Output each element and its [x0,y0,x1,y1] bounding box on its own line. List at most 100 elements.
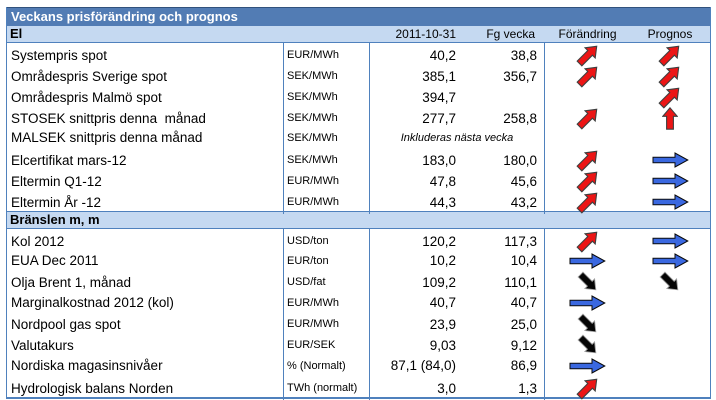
row-forecast-indicator [630,376,710,400]
row-label: Hydrologisk balans Norden [7,376,284,400]
column-header-forecast: Prognos [647,27,693,41]
row-change-indicator [545,271,630,293]
table-row: Olja Brent 1, månad USD/fat 109,2 110,1 [7,271,710,293]
table-row: STOSEK snittpris denna månad SEK/MWh 277,7… [7,106,710,130]
row-forecast-indicator [630,271,710,293]
row-forecast-indicator [630,148,710,172]
row-unit: EUR/ton [284,250,370,271]
row-forecast-indicator [630,64,710,88]
row-unit: EUR/MWh [284,169,370,193]
blue-right-arrow-icon [652,152,689,168]
row-value-prev-week: 43,2 [458,190,545,214]
row-change-indicator [545,43,630,67]
table-row: Områdespris Sverige spot SEK/MWh 385,1 356,… [7,64,710,88]
table-row: Eltermin År -12 EUR/MWh 44,3 43,2 [7,190,710,214]
row-unit: SEK/MWh [284,85,370,109]
row-label: Eltermin År -12 [7,190,284,214]
row-value-prev-week: 110,1 [458,271,545,293]
price-table: Veckans prisförändring och prognos El 20… [6,7,711,400]
red-up-right-arrow-icon [658,45,680,67]
row-value-current: 40,2 [429,47,456,63]
row-forecast-indicator [630,43,710,67]
row-label: EUA Dec 2011 [7,250,284,271]
row-forecast-indicator [630,106,710,130]
column-header-change: Förändring [558,27,617,41]
row-change-indicator [545,292,630,313]
row-value-prev-week: 1,3 [458,376,545,400]
row-value-prev-week: 86,9 [458,355,545,376]
row-label: MALSEK snittpris denna månad [7,127,284,148]
column-header-date: 2011-10-31 [395,27,457,41]
row-value-current: 183,0 [422,152,456,168]
row-forecast-indicator [630,313,710,335]
red-up-right-arrow-icon [658,66,680,88]
row-value-current: 44,3 [429,194,456,210]
row-value-current: 109,2 [422,274,456,290]
row-value-prev-week: 38,8 [458,43,545,67]
row-change-indicator [545,169,630,193]
row-forecast-indicator [630,355,710,376]
red-up-right-arrow-icon [575,171,597,193]
row-unit: SEK/MWh [284,64,370,88]
row-label: Områdespris Malmö spot [7,85,284,109]
row-value-current: 40,7 [429,295,456,310]
black-down-right-arrow-icon [577,271,596,291]
blue-right-arrow-icon [652,233,689,249]
row-value-current: 3,0 [437,380,456,396]
table-row: Systempris spot EUR/MWh 40,2 38,8 [7,43,710,67]
row-value-prev-week: 180,0 [458,148,545,172]
table-row: EUA Dec 2011 EUR/ton 10,2 10,4 [7,250,710,271]
row-value-prev-week: 40,7 [458,292,545,313]
section-el-header-row: El 2011-10-31 Fg vecka Förändring Progno… [7,26,710,43]
row-change-indicator [545,127,630,148]
row-value-current: 385,1 [422,68,456,84]
row-value-prev-week: 258,8 [458,106,545,130]
row-unit: EUR/MWh [284,190,370,214]
row-forecast-indicator [630,334,710,356]
table-row: Elcertifikat mars-12 SEK/MWh 183,0 180,0 [7,148,710,172]
row-value-prev-week: 356,7 [458,64,545,88]
row-forecast-indicator [630,229,710,253]
row-label: Elcertifikat mars-12 [7,148,284,172]
table-row: Områdespris Malmö spot SEK/MWh 394,7 [7,85,710,109]
row-value-current: 394,7 [422,89,456,105]
row-label: STOSEK snittpris denna månad [7,106,284,130]
row-forecast-indicator [630,169,710,193]
row-forecast-indicator [630,190,710,214]
row-unit: EUR/MWh [284,43,370,67]
row-value-prev-week: 9,12 [458,334,545,356]
blue-right-arrow-icon [652,252,689,269]
row-forecast-indicator [630,85,710,109]
row-change-indicator [545,229,630,253]
row-note: Inkluderas nästa vecka [370,127,545,148]
section-el-rows: Systempris spot EUR/MWh 40,2 38,8 Områdespri… [7,43,710,214]
row-label: Marginalkostnad 2012 (kol) [7,292,284,313]
section-fuels-rows: Kol 2012 USD/ton 120,2 117,3 EUA Dec 2011 EUR… [7,229,710,400]
row-value-prev-week: 45,6 [458,169,545,193]
row-label: Eltermin Q1-12 [7,169,284,193]
red-up-right-arrow-icon [575,66,597,88]
section-fuels-header-row: Bränslen m, m [7,211,710,229]
row-value-prev-week: 117,3 [458,229,545,253]
row-change-indicator [545,190,630,214]
row-label: Nordpool gas spot [7,313,284,335]
table-row: Marginalkostnad 2012 (kol) EUR/MWh 40,7 40,… [7,292,710,313]
blue-right-arrow-icon [569,252,606,269]
black-down-right-arrow-icon [577,334,596,354]
row-change-indicator [545,355,630,376]
row-value-current: 277,7 [422,110,456,126]
section-el-label: El [10,26,23,41]
row-label: Valutakurs [7,334,284,356]
row-value-current: 10,2 [429,253,456,268]
red-up-right-arrow-icon [575,231,597,253]
row-change-indicator [545,313,630,335]
table-row: Kol 2012 USD/ton 120,2 117,3 [7,229,710,253]
row-forecast-indicator [630,250,710,271]
row-label: Olja Brent 1, månad [7,271,284,293]
table-row: Nordpool gas spot EUR/MWh 23,9 25,0 [7,313,710,335]
row-value-current: 87,1 (84,0) [390,358,456,373]
row-unit: USD/ton [284,229,370,253]
table-row: MALSEK snittpris denna månad SEK/MWh Inklu… [7,127,710,148]
row-value-current: 23,9 [429,316,456,332]
